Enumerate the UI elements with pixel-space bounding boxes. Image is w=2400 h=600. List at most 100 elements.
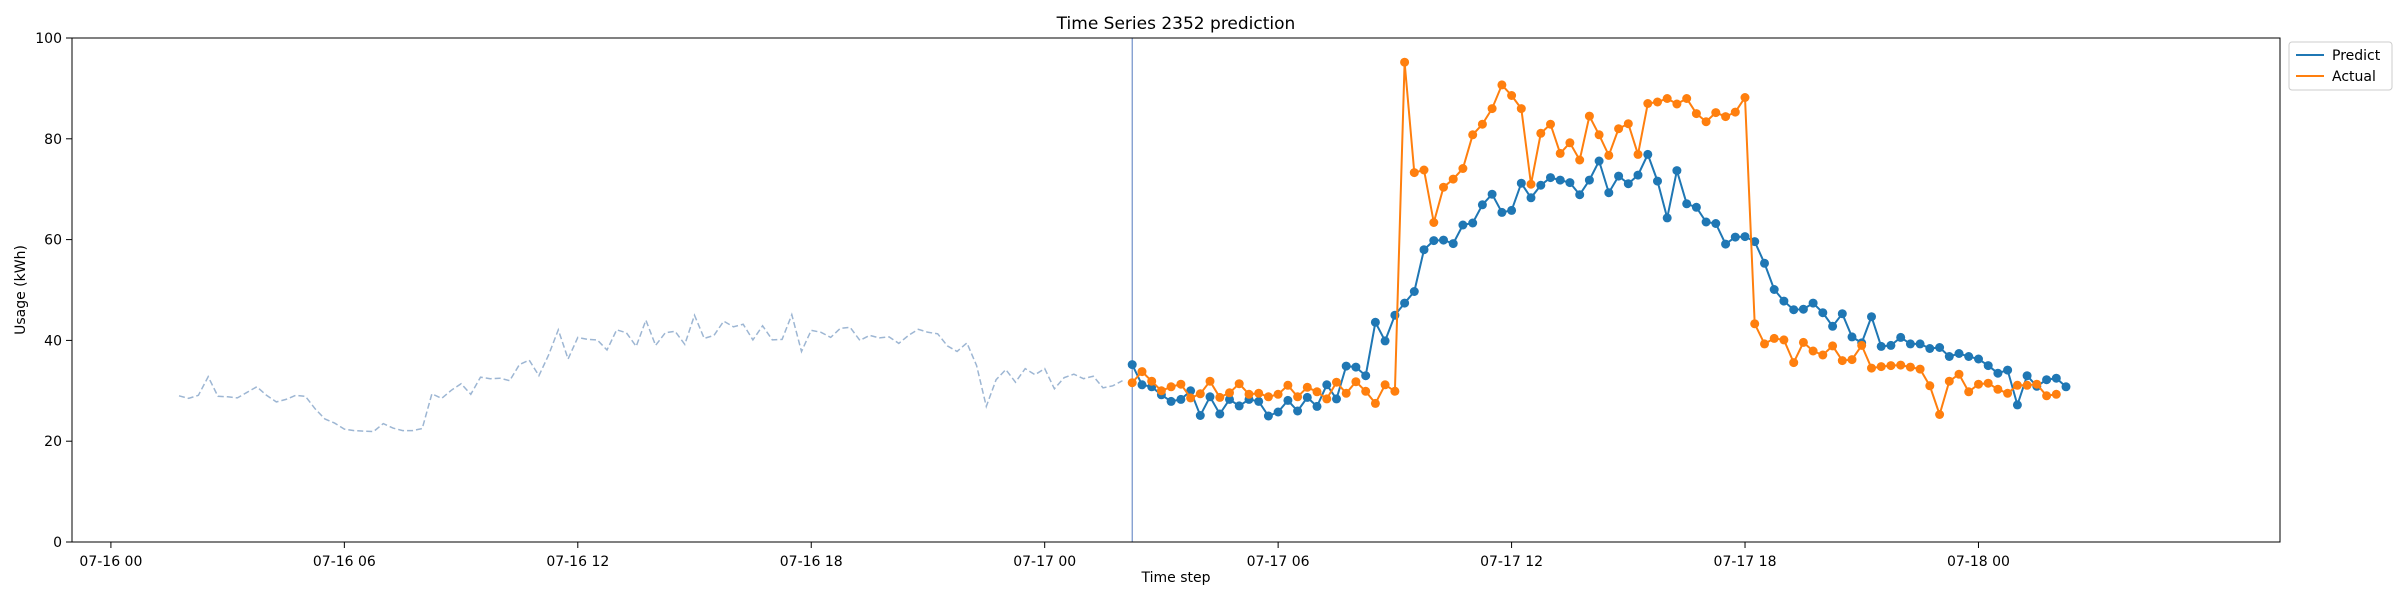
series-point-actual	[1215, 392, 1225, 402]
series-point-predict	[1740, 232, 1750, 242]
series-point-actual	[1468, 130, 1478, 140]
series-point-predict	[1497, 207, 1507, 217]
plot-area	[178, 38, 2071, 542]
series-point-actual	[1419, 165, 1429, 175]
series-point-predict	[1166, 396, 1176, 406]
series-point-predict	[1974, 354, 1983, 364]
series-point-actual	[1487, 104, 1497, 114]
series-point-predict	[2003, 365, 2013, 375]
series-point-actual	[1195, 389, 1205, 399]
legend: Predict Actual	[2288, 41, 2393, 91]
series-point-predict	[1789, 305, 1799, 315]
series-point-predict	[1633, 170, 1643, 180]
series-point-predict	[1847, 332, 1857, 342]
series-point-actual	[1176, 379, 1186, 389]
series-point-predict	[2042, 375, 2052, 385]
series-point-actual	[1497, 80, 1507, 90]
series-point-actual	[1691, 109, 1701, 119]
series-point-actual	[1273, 389, 1283, 399]
series-point-predict	[1332, 394, 1341, 404]
series-point-actual	[1293, 392, 1303, 402]
y-tick-label: 40	[44, 333, 62, 349]
series-point-predict	[1234, 401, 1244, 411]
series-point-actual	[1312, 387, 1322, 397]
series-point-actual	[1186, 393, 1196, 403]
series-point-predict	[1760, 258, 1769, 268]
series-point-actual	[1127, 378, 1137, 388]
series-point-predict	[1837, 309, 1847, 319]
series-point-actual	[1828, 341, 1838, 351]
series-point-predict	[1614, 171, 1624, 181]
series-point-predict	[1565, 178, 1575, 188]
series-point-actual	[1166, 382, 1176, 392]
series-point-predict	[1195, 411, 1205, 420]
x-axis-label: Time step	[1141, 570, 1211, 586]
series-point-predict	[1575, 190, 1585, 200]
series-point-actual	[1983, 378, 1993, 388]
series-point-actual	[1857, 340, 1867, 350]
series-point-predict	[2012, 400, 2022, 410]
x-tick-label: 07-17 12	[1480, 554, 1543, 570]
series-point-actual	[1886, 361, 1896, 371]
series-point-actual	[2042, 391, 2052, 401]
series-point-predict	[1254, 396, 1264, 406]
series-point-predict	[1867, 312, 1876, 322]
series-point-actual	[1322, 394, 1332, 404]
series-point-actual	[1925, 381, 1935, 391]
series-point-actual	[1993, 384, 2003, 394]
series-point-predict	[1400, 298, 1410, 308]
series-point-actual	[1750, 319, 1760, 329]
chart-title: Time Series 2352 prediction	[1056, 14, 1296, 34]
series-point-actual	[1584, 111, 1594, 121]
series-point-actual	[1147, 376, 1157, 386]
series-point-actual	[1818, 350, 1828, 360]
series-point-actual	[1526, 179, 1536, 189]
series-point-predict	[1935, 343, 1945, 352]
series-point-actual	[1507, 91, 1517, 100]
series-point-actual	[1555, 148, 1565, 158]
series-point-predict	[1273, 407, 1283, 417]
series-point-predict	[1730, 232, 1740, 242]
series-point-actual	[1575, 155, 1585, 165]
x-tick-label: 07-17 18	[1714, 554, 1777, 570]
series-point-predict	[1341, 361, 1351, 371]
series-point-predict	[1293, 406, 1303, 416]
series-point-actual	[1896, 360, 1906, 370]
series-point-predict	[1964, 352, 1974, 361]
series-point-actual	[1847, 355, 1857, 365]
series-point-actual	[1808, 346, 1818, 356]
series-point-predict	[1915, 339, 1925, 349]
series-point-predict	[1954, 349, 1964, 358]
series-point-actual	[1789, 358, 1799, 368]
series-point-predict	[1546, 173, 1555, 183]
series-point-predict	[1643, 149, 1653, 159]
series-point-predict	[1468, 218, 1478, 228]
series-point-actual	[2003, 388, 2013, 398]
series-point-actual	[1390, 386, 1400, 396]
series-point-actual	[1760, 339, 1769, 349]
series-point-predict	[2051, 373, 2061, 383]
series-point-predict	[1137, 380, 1147, 390]
series-point-predict	[1312, 401, 1322, 411]
series-point-actual	[1682, 94, 1692, 103]
series-point-actual	[1905, 362, 1915, 372]
series-point-predict	[1439, 235, 1448, 245]
series-point-actual	[1370, 398, 1380, 408]
series-point-predict	[1769, 285, 1779, 294]
series-point-actual	[1409, 168, 1419, 178]
series-point-predict	[1176, 394, 1186, 404]
series-point-predict	[1983, 361, 1993, 371]
series-point-predict	[2022, 371, 2032, 381]
series-point-actual	[1302, 382, 1312, 392]
x-tick-label: 07-18 00	[1947, 554, 2010, 570]
series-point-predict	[1594, 156, 1604, 166]
x-tick-label: 07-17 06	[1247, 554, 1310, 570]
series-point-actual	[1730, 107, 1740, 117]
series-point-predict	[1584, 175, 1594, 185]
series-point-actual	[2022, 380, 2032, 390]
series-point-actual	[1769, 333, 1779, 343]
series-point-actual	[1876, 362, 1886, 372]
series-point-actual	[1633, 149, 1643, 159]
series-point-actual	[1594, 130, 1604, 140]
series-point-predict	[1662, 213, 1672, 223]
